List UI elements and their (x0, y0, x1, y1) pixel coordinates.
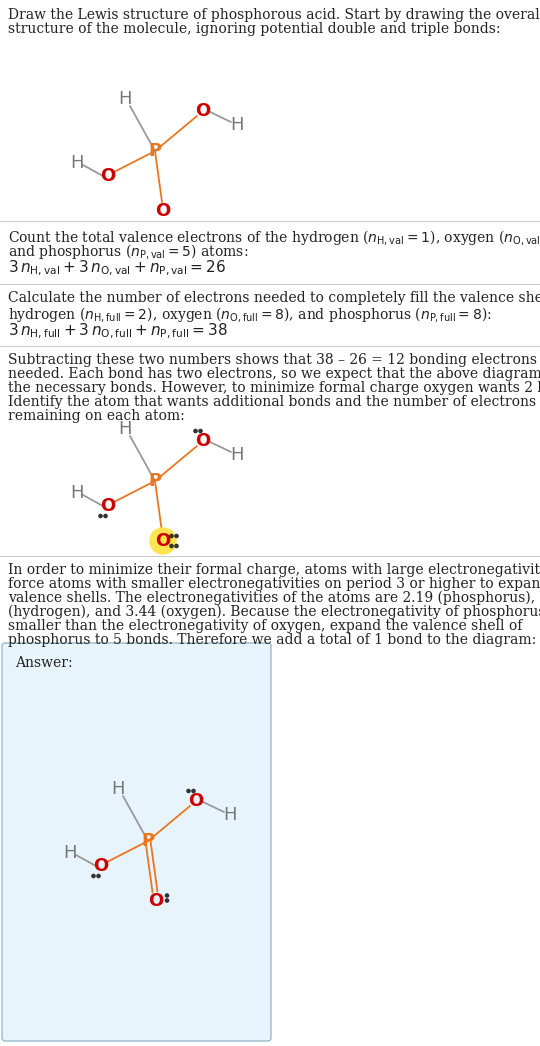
Text: Answer:: Answer: (15, 656, 72, 670)
Text: H: H (118, 90, 132, 108)
Text: P: P (148, 142, 161, 160)
Circle shape (165, 899, 168, 902)
Text: and phosphorus ($n_\mathrm{P,val} = 5$) atoms:: and phosphorus ($n_\mathrm{P,val} = 5$) … (8, 242, 248, 262)
Circle shape (165, 894, 168, 897)
Circle shape (187, 790, 190, 793)
Circle shape (175, 535, 178, 538)
Text: valence shells. The electronegativities of the atoms are 2.19 (phosphorus), 2.20: valence shells. The electronegativities … (8, 591, 540, 606)
Circle shape (150, 528, 176, 554)
Text: H: H (63, 844, 77, 862)
Text: phosphorus to 5 bonds. Therefore we add a total of 1 bond to the diagram:: phosphorus to 5 bonds. Therefore we add … (8, 633, 536, 647)
Text: (hydrogen), and 3.44 (oxygen). Because the electronegativity of phosphorus is: (hydrogen), and 3.44 (oxygen). Because t… (8, 605, 540, 619)
Text: Calculate the number of electrons needed to completely fill the valence shells f: Calculate the number of electrons needed… (8, 291, 540, 305)
Text: Count the total valence electrons of the hydrogen ($n_\mathrm{H,val} = 1$), oxyg: Count the total valence electrons of the… (8, 228, 540, 247)
Text: structure of the molecule, ignoring potential double and triple bonds:: structure of the molecule, ignoring pote… (8, 22, 501, 36)
Circle shape (99, 515, 102, 518)
Text: Draw the Lewis structure of phosphorous acid. Start by drawing the overall: Draw the Lewis structure of phosphorous … (8, 8, 540, 22)
Text: remaining on each atom:: remaining on each atom: (8, 409, 185, 423)
Text: $3\,n_\mathrm{H,val} + 3\,n_\mathrm{O,val} + n_\mathrm{P,val} = 26$: $3\,n_\mathrm{H,val} + 3\,n_\mathrm{O,va… (8, 259, 226, 278)
Text: smaller than the electronegativity of oxygen, expand the valence shell of: smaller than the electronegativity of ox… (8, 619, 522, 633)
Circle shape (194, 430, 197, 433)
Text: O: O (156, 202, 171, 220)
Text: O: O (156, 532, 171, 550)
Text: H: H (223, 806, 237, 824)
Text: In order to minimize their formal charge, atoms with large electronegativities c: In order to minimize their formal charge… (8, 563, 540, 577)
Text: needed. Each bond has two electrons, so we expect that the above diagram has all: needed. Each bond has two electrons, so … (8, 367, 540, 381)
Circle shape (170, 535, 173, 538)
Text: hydrogen ($n_\mathrm{H,full} = 2$), oxygen ($n_\mathrm{O,full} = 8$), and phosph: hydrogen ($n_\mathrm{H,full} = 2$), oxyg… (8, 305, 492, 324)
Text: $3\,n_\mathrm{H,full} + 3\,n_\mathrm{O,full} + n_\mathrm{P,full} = 38$: $3\,n_\mathrm{H,full} + 3\,n_\mathrm{O,f… (8, 322, 228, 341)
Text: O: O (148, 892, 164, 910)
Text: H: H (230, 446, 244, 464)
Text: O: O (100, 167, 116, 185)
Text: H: H (111, 780, 125, 798)
Circle shape (192, 790, 195, 793)
Text: force atoms with smaller electronegativities on period 3 or higher to expand the: force atoms with smaller electronegativi… (8, 577, 540, 591)
Circle shape (170, 544, 173, 548)
Text: Subtracting these two numbers shows that 38 – 26 = 12 bonding electrons are: Subtracting these two numbers shows that… (8, 353, 540, 367)
Circle shape (199, 430, 202, 433)
Text: O: O (93, 857, 109, 876)
Text: O: O (195, 432, 211, 450)
Text: H: H (118, 420, 132, 438)
Circle shape (97, 874, 100, 878)
Text: P: P (141, 832, 154, 850)
Circle shape (92, 874, 95, 878)
Text: P: P (148, 472, 161, 490)
Text: O: O (195, 103, 211, 120)
Circle shape (175, 544, 178, 548)
Text: the necessary bonds. However, to minimize formal charge oxygen wants 2 bonds.: the necessary bonds. However, to minimiz… (8, 381, 540, 395)
Text: H: H (70, 154, 84, 172)
FancyBboxPatch shape (2, 643, 271, 1041)
Text: H: H (70, 484, 84, 502)
Circle shape (104, 515, 107, 518)
Text: O: O (188, 792, 204, 810)
Text: H: H (230, 116, 244, 134)
Text: O: O (100, 497, 116, 515)
Text: Identify the atom that wants additional bonds and the number of electrons: Identify the atom that wants additional … (8, 395, 536, 409)
